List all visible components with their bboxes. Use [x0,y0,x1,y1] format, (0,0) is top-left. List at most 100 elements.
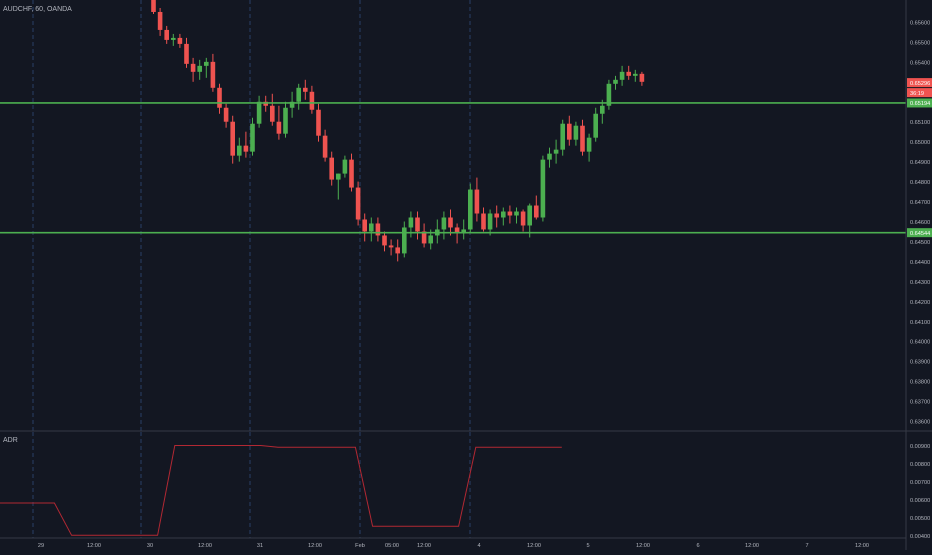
adr-tick-label: 0.00400 [910,534,930,540]
candle-body [468,189,473,230]
time-tick-label: 29 [38,543,44,549]
candle-body [369,223,374,232]
candle-body [303,87,308,92]
candle-body [507,211,513,216]
candle-body [560,123,565,150]
candle-body [567,123,572,140]
candle-body [600,105,605,114]
time-tick-label: 4 [477,543,480,549]
adr-tick-label: 0.00600 [910,498,930,504]
price-tick-label: 0.64300 [910,280,930,286]
price-tags: 0.65296 36:19 0.65194 0.64544 [907,78,932,238]
price-tick-label: 0.64800 [910,180,930,186]
price-tick-label: 0.65500 [910,40,930,46]
candle-body [494,213,499,218]
adr-layer [0,445,562,536]
candle-body [375,223,381,236]
candle-body [540,159,546,218]
price-tag-label: 0.65296 [910,81,930,87]
price-tag-bg [907,78,932,88]
price-tick-label: 0.64200 [910,300,930,306]
time-tick-label: 05:00 [385,543,399,549]
candle-body [441,217,447,230]
candle-body [553,149,559,154]
adr-series-line [0,445,562,536]
candle-body [421,231,427,244]
candle-body [382,235,387,246]
candle-body [454,227,460,234]
price-tick-label: 0.65000 [910,140,930,146]
candle-body [527,205,532,226]
candles-layer [151,0,645,262]
candle-body [342,159,348,174]
levels-layer [0,102,906,234]
candle-body [177,37,183,44]
candle-body [296,87,301,102]
price-tick-label: 0.65600 [910,20,930,26]
candle-body [415,217,420,232]
price-tick-label: 0.64000 [910,340,930,346]
candle-body [217,87,222,108]
price-tick-label: 0.63600 [910,420,930,426]
price-tick-label: 0.65100 [910,120,930,126]
time-tick-label: 6 [696,543,699,549]
candle-body [256,101,262,124]
candle-body [230,121,235,156]
price-tick-label: 0.64500 [910,240,930,246]
price-tick-label: 0.64700 [910,200,930,206]
candle-body [210,61,216,88]
candle-body [223,107,229,122]
price-tick-label: 0.63700 [910,400,930,406]
candle-body [580,125,585,152]
indicator-label: ADR [3,437,18,444]
candle-body [237,145,242,156]
time-tick-label: 12:00 [636,543,650,549]
adr-tick-label: 0.00500 [910,516,930,522]
candle-body [322,135,328,158]
candle-body [355,187,361,220]
time-tick-label: 12:00 [527,543,541,549]
time-tick-label: Feb [355,543,365,549]
candle-body [639,73,645,82]
time-tick-label: 12:00 [417,543,431,549]
adr-axis-ticks: 0.00900 0.00800 0.00700 0.00600 0.00500 0.004… [910,444,930,540]
candle-body [243,145,249,152]
candle-body [461,229,466,234]
candle-body [197,65,202,72]
time-axis-ticks: 29 12:00 30 12:00 31 12:00 Feb 05:00 12:00 4 12:00… [38,543,869,549]
time-tick-label: 31 [257,543,263,549]
candle-body [448,217,453,228]
candle-body [190,63,196,72]
time-tick-label: 12:00 [745,543,759,549]
candle-body [586,137,592,152]
candle-body [626,71,631,76]
price-tick-label: 0.64100 [910,320,930,326]
time-tick-label: 12:00 [308,543,322,549]
price-tick-label: 0.64900 [910,160,930,166]
candle-body [487,213,493,230]
symbol-label: AUDCHF, 60, OANDA [3,6,72,13]
candle-body [289,101,295,108]
price-tag-label: 0.64544 [910,231,930,237]
candle-body [593,113,598,138]
adr-tick-label: 0.00800 [910,462,930,468]
price-tag-label: 0.65194 [910,101,930,107]
price-tick-label: 0.65400 [910,60,930,66]
candle-body [402,227,407,254]
candle-body [204,61,209,66]
price-tag-bg [907,98,932,108]
candle-body [547,153,552,160]
candle-body [501,211,506,218]
time-tick-label: 30 [147,543,153,549]
time-tick-label: 12:00 [855,543,869,549]
price-tag-bg [907,228,932,238]
candle-body [573,125,579,140]
adr-tick-label: 0.00700 [910,480,930,486]
candle-body [606,83,612,106]
candle-body [151,0,156,12]
candle-body [164,29,169,40]
